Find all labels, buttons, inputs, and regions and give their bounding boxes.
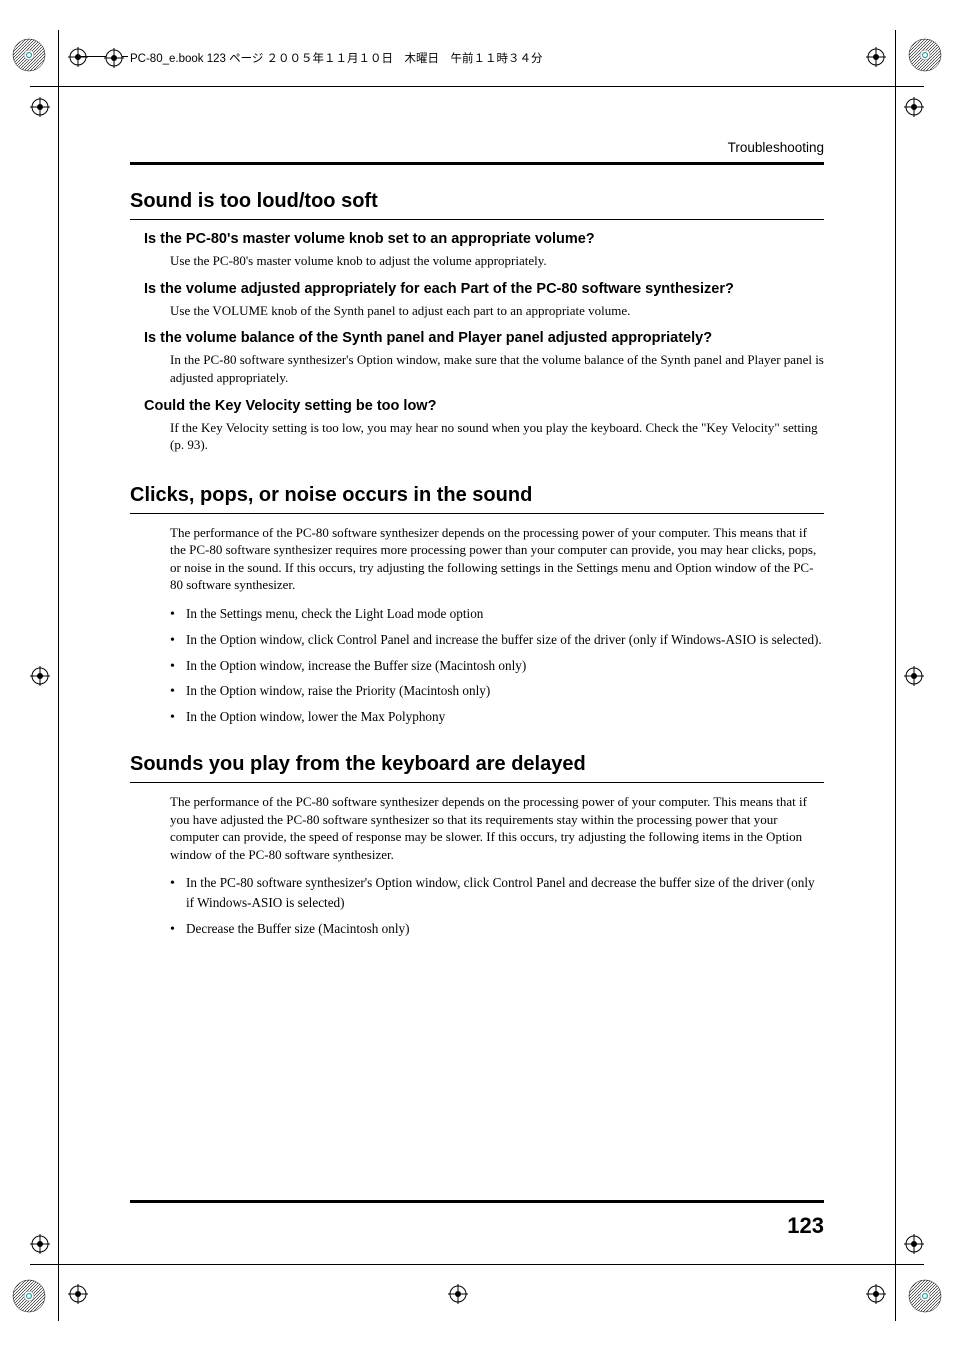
crop-circle-br (908, 1279, 942, 1313)
subheading: Is the PC-80's master volume knob set to… (144, 230, 824, 248)
crop-circle-tl (12, 38, 46, 72)
paragraph: Use the PC-80's master volume knob to ad… (170, 252, 824, 270)
paragraph: The performance of the PC-80 software sy… (170, 793, 824, 863)
heading-rule (130, 782, 824, 783)
registration-mark (30, 97, 50, 117)
frame-line (895, 30, 896, 1321)
registration-mark (30, 666, 50, 686)
page-body: Troubleshooting Sound is too loud/too so… (130, 140, 824, 1251)
heading-rule (130, 513, 824, 514)
bottom-rule (130, 1200, 824, 1203)
registration-mark (904, 666, 924, 686)
section-heading: Sound is too loud/too soft (130, 190, 824, 213)
list-item: Decrease the Buffer size (Macintosh only… (170, 919, 824, 939)
registration-mark (448, 1284, 468, 1304)
running-head: Troubleshooting (728, 140, 824, 155)
subheading: Is the volume balance of the Synth panel… (144, 329, 824, 347)
subheading: Could the Key Velocity setting be too lo… (144, 397, 824, 415)
heading-rule (130, 219, 824, 220)
registration-mark (68, 1284, 88, 1304)
registration-mark (866, 1284, 886, 1304)
list-item: In the Settings menu, check the Light Lo… (170, 604, 824, 624)
paragraph: Use the VOLUME knob of the Synth panel t… (170, 302, 824, 320)
paragraph: If the Key Velocity setting is too low, … (170, 419, 824, 454)
registration-mark (904, 97, 924, 117)
list-item: In the Option window, click Control Pane… (170, 630, 824, 650)
subheading: Is the volume adjusted appropriately for… (144, 280, 824, 298)
section-heading: Sounds you play from the keyboard are de… (130, 753, 824, 776)
registration-mark (904, 1234, 924, 1254)
list-item: In the PC-80 software synthesizer's Opti… (170, 873, 824, 913)
bullet-list: In the PC-80 software synthesizer's Opti… (170, 873, 824, 938)
paragraph: In the PC-80 software synthesizer's Opti… (170, 351, 824, 386)
paragraph: The performance of the PC-80 software sy… (170, 524, 824, 594)
book-header-text: PC-80_e.book 123 ページ ２００５年１１月１０日 木曜日 午前１… (128, 50, 545, 66)
crop-circle-bl (12, 1279, 46, 1313)
list-item: In the Option window, increase the Buffe… (170, 656, 824, 676)
bullet-list: In the Settings menu, check the Light Lo… (170, 604, 824, 727)
page-number: 123 (787, 1213, 824, 1239)
header-target-icon (104, 48, 120, 64)
list-item: In the Option window, lower the Max Poly… (170, 707, 824, 727)
list-item: In the Option window, raise the Priority… (170, 681, 824, 701)
frame-line (30, 1264, 924, 1265)
registration-mark (30, 1234, 50, 1254)
frame-line (30, 86, 924, 87)
registration-mark (68, 47, 88, 67)
top-rule (130, 162, 824, 165)
content-area: Sound is too loud/too soft Is the PC-80'… (130, 190, 824, 945)
frame-line (58, 30, 59, 1321)
section-heading: Clicks, pops, or noise occurs in the sou… (130, 484, 824, 507)
crop-circle-tr (908, 38, 942, 72)
registration-mark (866, 47, 886, 67)
